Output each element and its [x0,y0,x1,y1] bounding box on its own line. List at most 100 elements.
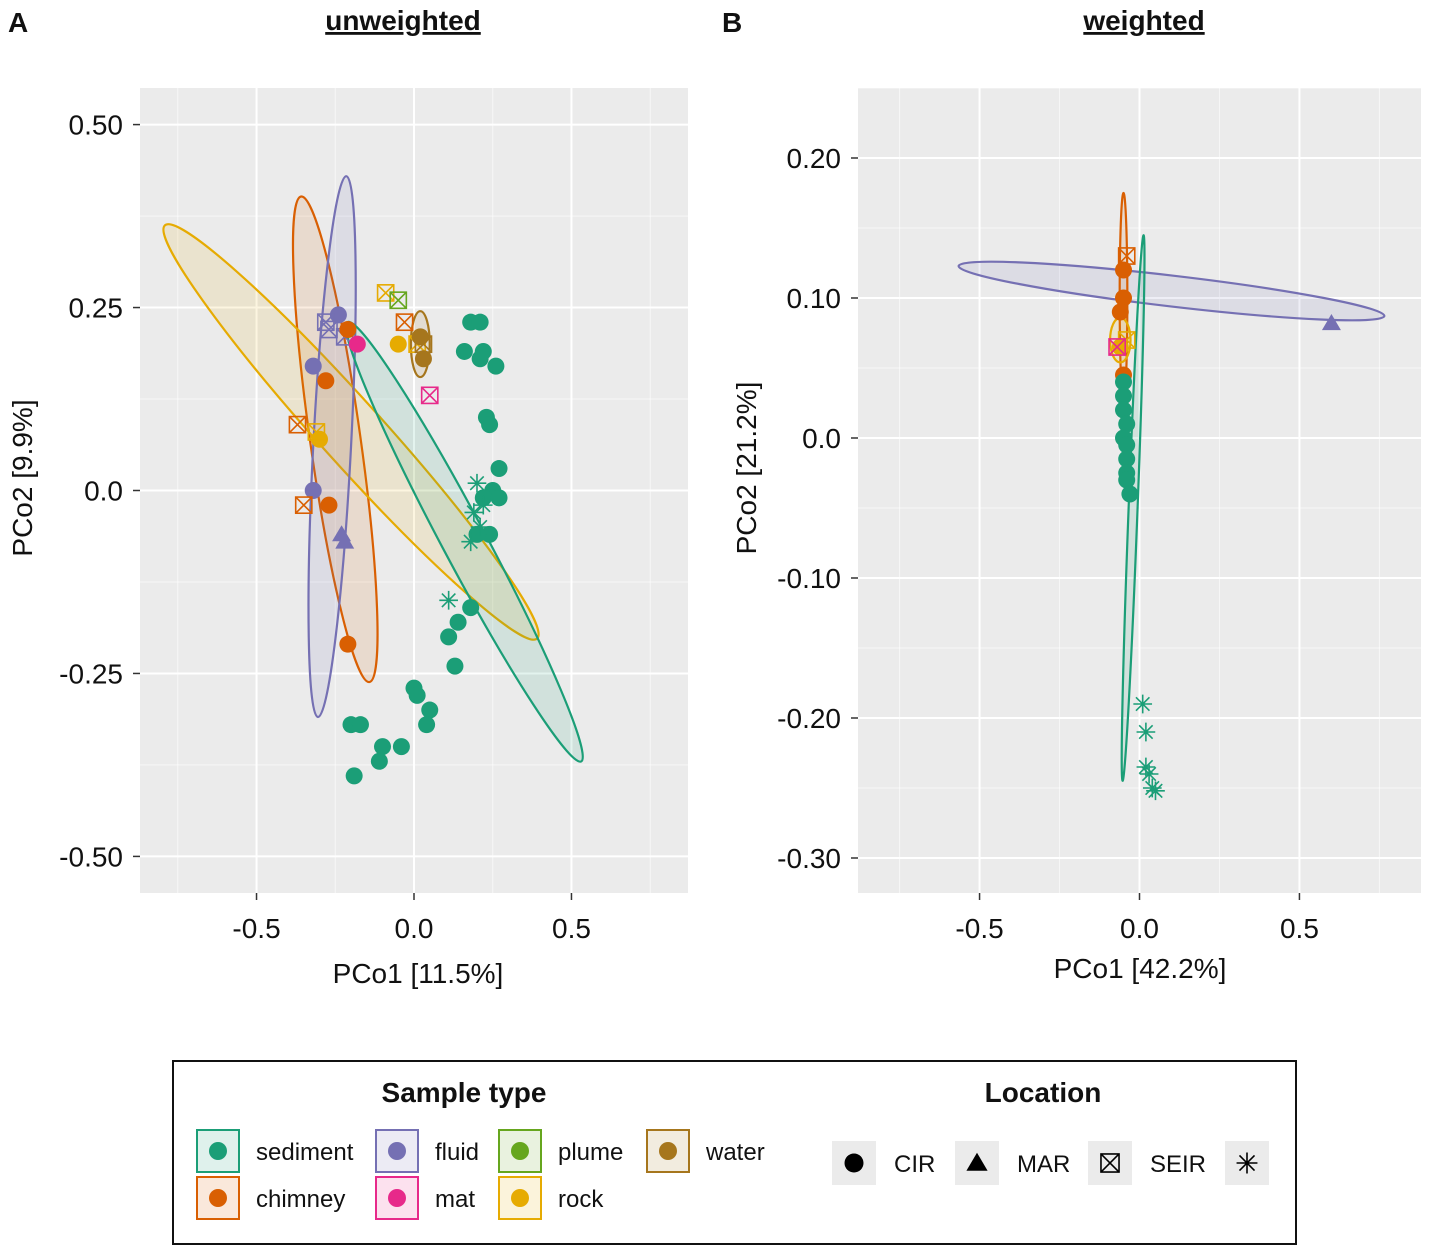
panel-a-point-sediment [467,473,487,493]
panel-b-point-sediment [1133,694,1153,714]
panel-a-point-mat [420,386,439,405]
legend-key-fluid: fluid [375,1129,479,1173]
panel-a-ylabel: PCo2 [9.9%] [7,399,38,556]
legend-key-point [659,1142,677,1160]
panel-a-point-sediment [462,599,480,617]
legend-location-triangle: MAR [955,1141,1070,1185]
panel-a-point-water [414,335,433,354]
legend-key-chimney: chimney [196,1176,345,1220]
panel-a-xlabel: PCo1 [11.5%] [333,958,504,989]
panel-a-xtick-label: 0.5 [552,913,591,944]
panel-b-title: weighted [1082,5,1204,36]
panel-a-point-sediment [449,613,467,631]
panel-b-point-sediment [1118,415,1136,433]
panel-a-point-chimney [339,635,357,653]
panel-a-point-sediment [490,460,508,478]
legend-sample-type-title: Sample type [382,1077,547,1108]
panel-b-ytick-label: -0.10 [777,563,841,594]
panel-a-point-sediment [464,503,484,522]
panel-a-point-chimney [395,313,414,332]
legend-key-sediment: sediment [196,1129,354,1173]
legend-key-rock: rock [498,1176,604,1220]
panel-a-point-sediment [473,495,493,515]
panel-b-point-chimney [1115,289,1133,307]
panel-a-point-rock [307,423,326,441]
panel-b-ytick-label: 0.20 [787,143,842,174]
legend-location-marker [1236,1152,1258,1174]
panel-a-point-sediment [421,701,439,719]
panel-b-label: B [722,7,742,38]
legend-label-fluid: fluid [435,1139,479,1166]
legend-key-mat: mat [375,1176,475,1220]
panel-a-point-chimney [288,415,307,434]
legend-key-point [388,1189,406,1207]
legend-locations: CIR MAR SEIR [832,1141,1269,1185]
panel-b-point-mat [1108,338,1126,356]
panel-a-title: unweighted [325,5,481,36]
panel-a-point-sediment [440,628,458,646]
panel-a-point-fluid [304,357,322,375]
legend-location-label: MAR [1017,1151,1070,1178]
legend-location-title: Location [985,1077,1102,1108]
panel-a-point-sediment [439,590,458,610]
panel-a-ytick-label: -0.50 [59,841,123,872]
panel-a-point-chimney [339,321,357,338]
panel-b-point-sediment [1118,450,1136,468]
legend-location-label: CIR [894,1151,935,1178]
panel-a-point-sediment [455,342,473,360]
panel-a-point-rock [389,335,407,353]
panel-b-point-chimney [1111,303,1129,321]
panel-a-point-water [414,350,432,368]
panel-a-xtick-label: -0.5 [232,913,280,944]
panel-a-point-sediment [446,657,464,675]
panel-b-point-sediment [1136,757,1156,777]
panel-a-point-mat [348,335,366,353]
legend: Sample type Location sediment fluid plume w… [172,1060,1297,1245]
panel-a-ytick-label: 0.25 [69,293,124,324]
legend-key-point [511,1142,529,1160]
panel-b-point-chimney [1115,261,1133,279]
panel-b-ytick-label: -0.20 [777,703,841,734]
legend-label-chimney: chimney [256,1186,345,1213]
panel-b-point-sediment [1139,764,1159,784]
legend-location-asterisk [1225,1141,1269,1185]
panel-a-point-sediment [471,313,489,331]
legend-location-marker [966,1152,988,1171]
panel-b-xtick-label: 0.5 [1280,913,1319,944]
legend-label-water: water [705,1139,765,1166]
panel-b-xtick-label: -0.5 [955,913,1003,944]
legend-location-circle: CIR [832,1141,935,1185]
panel-b-ytick-label: 0.0 [802,423,841,454]
panel-a-point-sediment [370,752,388,770]
panel-a-point-fluid [304,482,322,499]
panel-a-point-sediment [351,716,369,734]
panel-a-point-sediment [487,357,505,375]
panel-b-ytick-label: -0.30 [777,843,841,874]
panel-b-xtick-label: 0.0 [1120,913,1159,944]
legend-key-point [209,1189,227,1207]
panel-b-point-sediment [1115,387,1133,405]
legend-key-point [388,1142,406,1160]
panel-b-point-sediment [1115,401,1133,419]
panel-b-ylabel: PCo2 [21.2%] [731,382,762,555]
panel-a-point-plume [389,291,408,310]
panel-a-point-sediment [418,716,436,734]
panel-a-plot: -0.5 0.0 0.5 0.50 0.25 0.0 -0.25 -0.50 [59,88,688,944]
panel-a-ytick-label: 0.0 [84,476,123,507]
legend-label-plume: plume [558,1139,623,1166]
panel-a-point-sediment [490,489,508,507]
legend-location-marker [1100,1153,1120,1173]
panel-b-point-sediment [1146,781,1165,801]
panel-a-ellipse-chimney [291,195,379,684]
legend-label-mat: mat [435,1186,475,1213]
panel-a-point-sediment [471,350,489,368]
legend-key-point [209,1142,227,1160]
panel-a-ytick-label: 0.50 [69,110,124,141]
panel-a-point-sediment [392,738,410,756]
panel-a-xtick-label: 0.0 [395,913,434,944]
panel-b-plot: -0.5 0.0 0.5 0.20 0.10 0.0 -0.10 -0.20 -0.30 [777,87,1421,944]
legend-label-rock: rock [558,1186,604,1213]
panel-b-ytick-label: 0.10 [787,283,842,314]
legend-key-water: water [646,1129,765,1173]
